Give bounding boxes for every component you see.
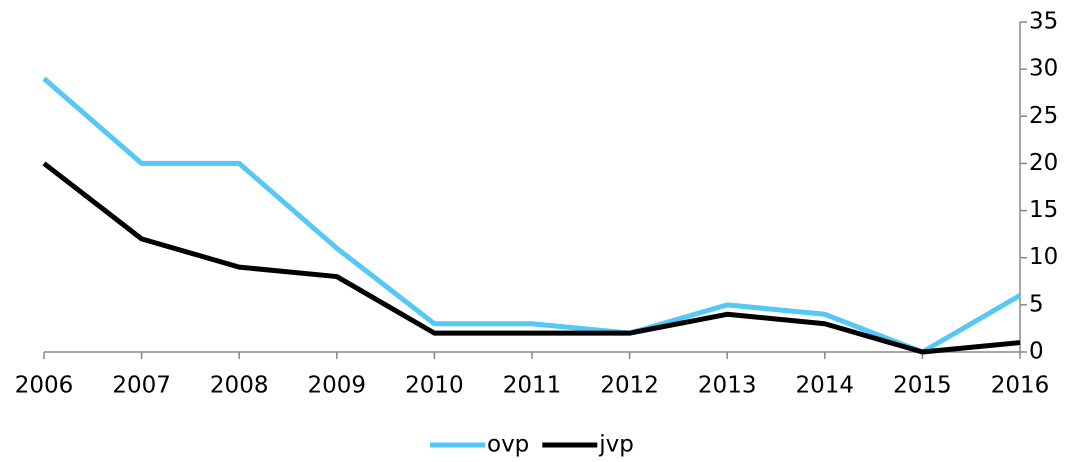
y-tick-label: 20	[1029, 150, 1058, 176]
x-tick-label: 2007	[112, 373, 171, 399]
x-tick-label: 2012	[600, 373, 659, 399]
y-tick-label: 10	[1029, 244, 1058, 270]
series-line	[42, 161, 1021, 355]
x-tick-label: 2014	[796, 373, 855, 399]
x-tick-label: 2009	[308, 373, 367, 399]
y-tick-label: 35	[1029, 9, 1058, 35]
y-tick-label: 30	[1029, 56, 1058, 82]
x-tick-label: 2016	[991, 373, 1050, 399]
x-tick-label: 2006	[15, 373, 74, 399]
x-tick-label: 2013	[698, 373, 757, 399]
y-tick-label: 0	[1029, 339, 1044, 365]
x-tick-label: 2015	[893, 373, 952, 399]
x-tick-label: 2011	[503, 373, 562, 399]
y-tick-label: 25	[1029, 103, 1058, 129]
x-tick-label: 2008	[210, 373, 269, 399]
x-tick-label: 2010	[405, 373, 464, 399]
legend-label: jvp	[598, 432, 634, 458]
legend-label: ovp	[487, 432, 529, 458]
series-line	[42, 76, 1022, 355]
y-tick-label: 15	[1029, 197, 1058, 223]
y-tick-label: 5	[1029, 291, 1044, 317]
